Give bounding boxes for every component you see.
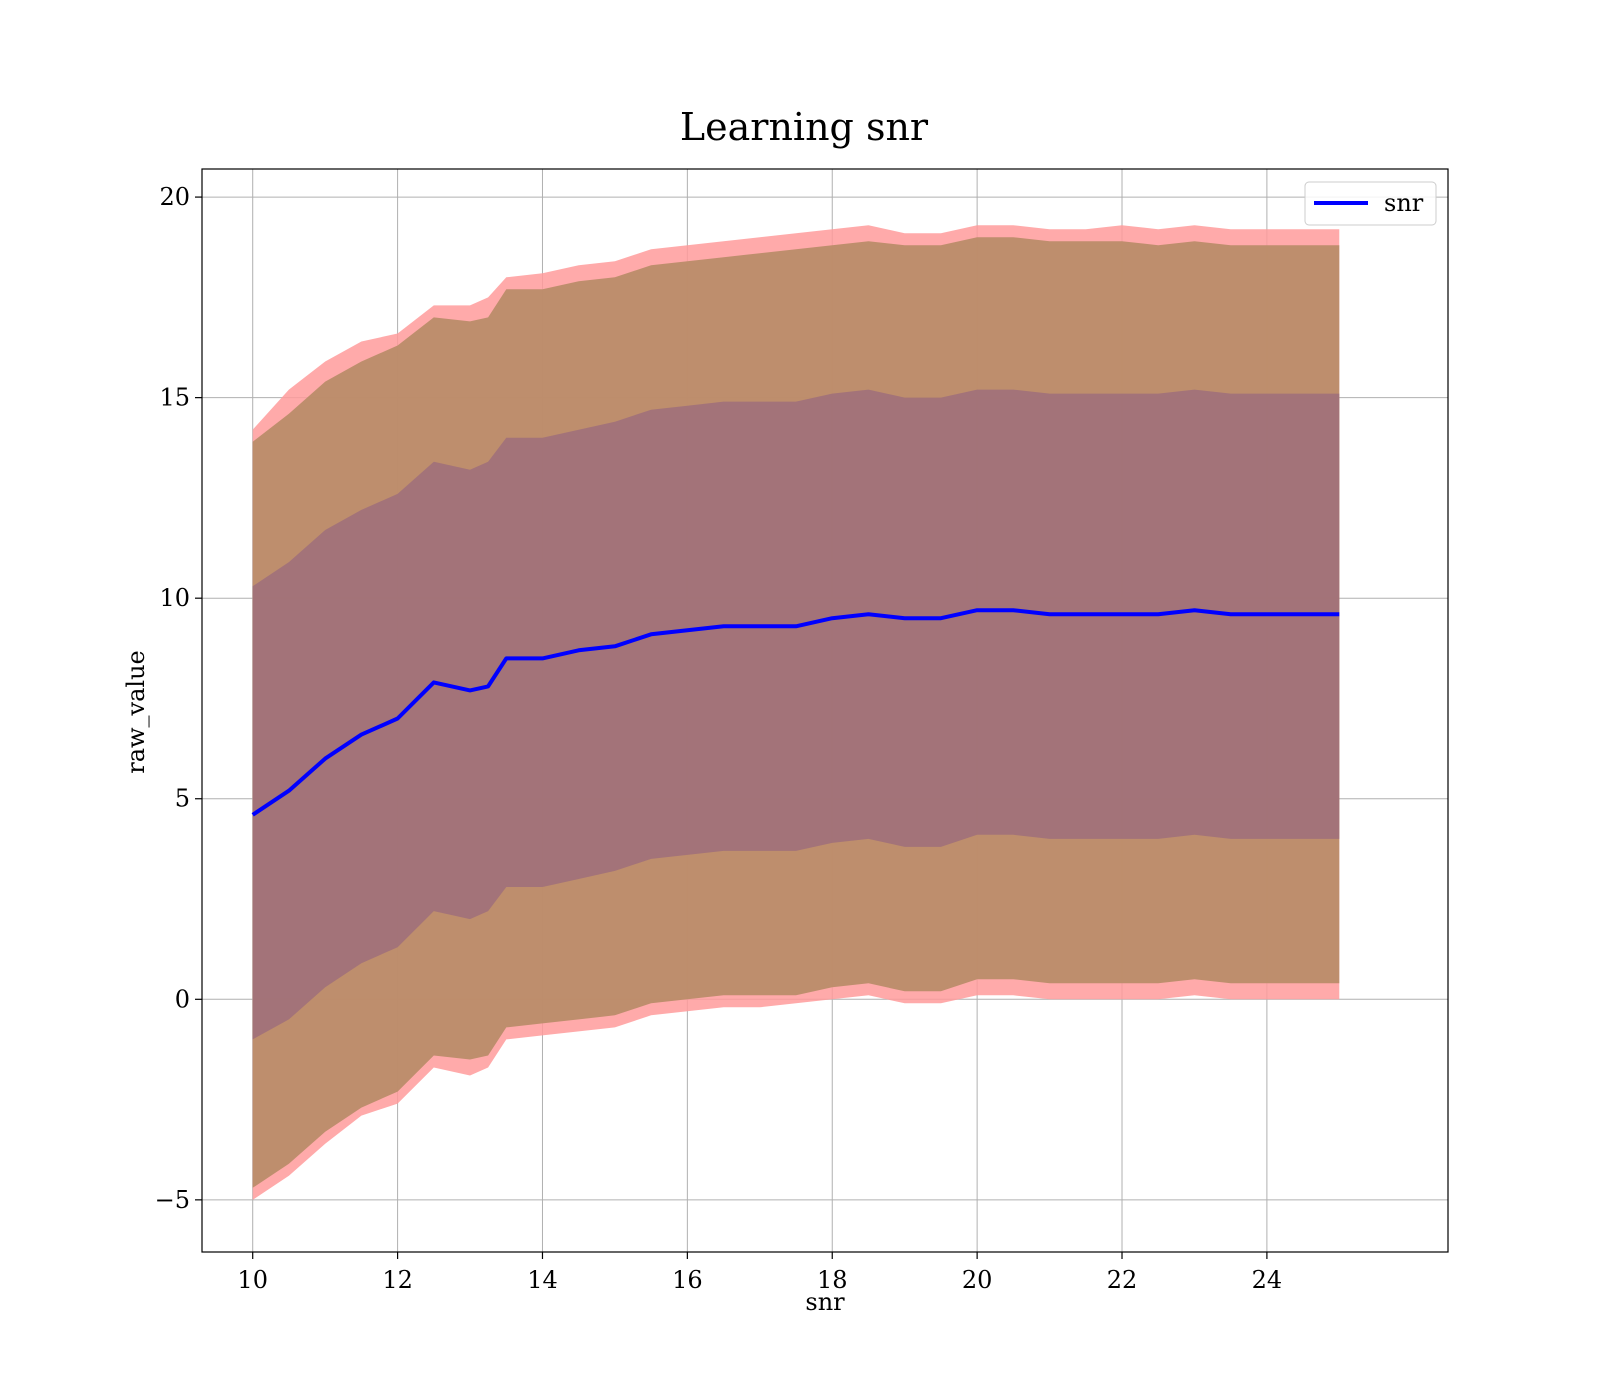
series-line-snr bbox=[251, 608, 1340, 817]
x-tick-label-2: 14 bbox=[527, 1266, 558, 1294]
x-tick-label-3: 16 bbox=[672, 1266, 703, 1294]
x-tick-label-1: 12 bbox=[382, 1266, 413, 1294]
x-tick-label-5: 20 bbox=[962, 1266, 993, 1294]
chart-title: Learning snr bbox=[680, 105, 929, 149]
x-tick-label-6: 22 bbox=[1107, 1266, 1138, 1294]
x-tick-label-0: 10 bbox=[237, 1266, 268, 1294]
y-tick-label-4: 15 bbox=[159, 384, 190, 412]
y-tick-label-1: 0 bbox=[175, 985, 190, 1013]
x-tick-label-4: 18 bbox=[817, 1266, 848, 1294]
legend-box bbox=[1304, 181, 1437, 226]
y-tick-label-5: 20 bbox=[159, 183, 190, 211]
legend-label-snr: snr bbox=[1384, 189, 1424, 217]
band-inner bbox=[252, 389, 1340, 1040]
axes-frame bbox=[201, 168, 1449, 1253]
y-axis-label: raw_value bbox=[122, 650, 150, 774]
legend: snr bbox=[1304, 181, 1437, 226]
y-tick-label-3: 10 bbox=[159, 584, 190, 612]
series-layer bbox=[251, 608, 1340, 817]
x-axis-label: snr bbox=[805, 1288, 845, 1316]
x-axis-ticks: 10 12 14 16 18 20 22 24 bbox=[237, 1252, 1282, 1294]
y-tick-label-2: 5 bbox=[175, 785, 190, 813]
y-tick-label-0: −5 bbox=[155, 1186, 190, 1214]
confidence-bands bbox=[252, 225, 1340, 1200]
x-tick-label-7: 24 bbox=[1252, 1266, 1283, 1294]
y-axis-ticks: −5 0 5 10 15 20 bbox=[155, 183, 202, 1214]
plot-area bbox=[201, 168, 1449, 1253]
